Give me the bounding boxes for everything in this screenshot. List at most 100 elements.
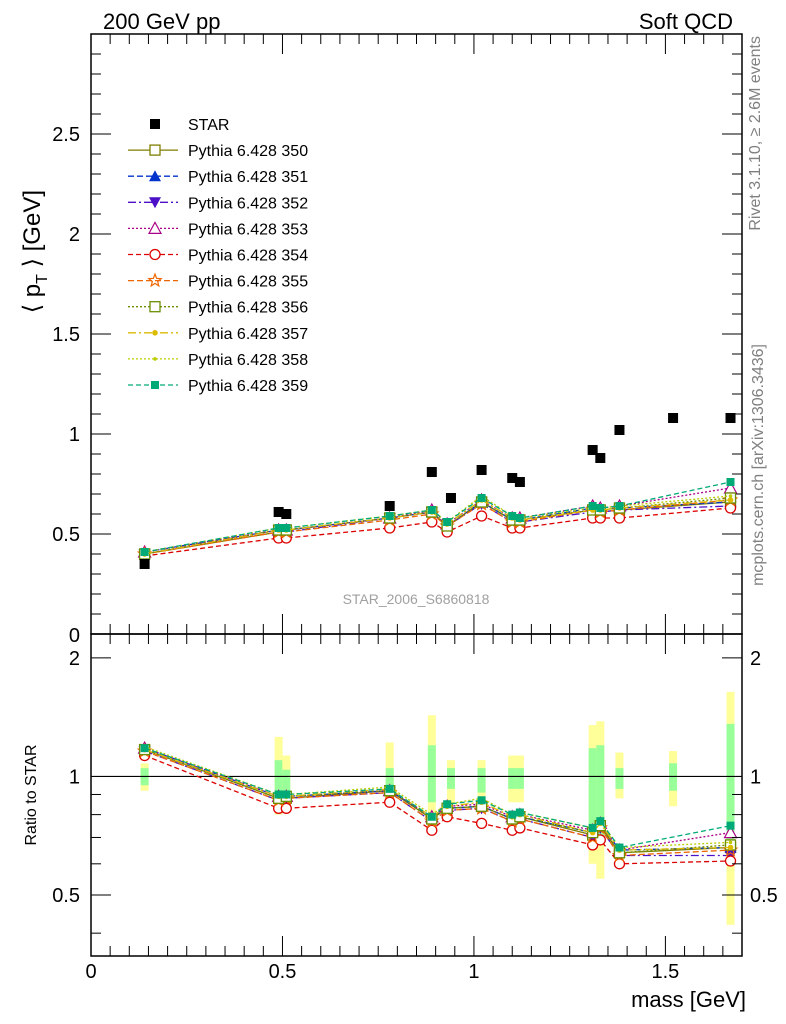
main-series-marker bbox=[728, 494, 733, 498]
main-y-tick-label: 2 bbox=[69, 224, 80, 246]
ratio-band-inner bbox=[274, 760, 283, 805]
ratio-series-marker bbox=[384, 796, 396, 808]
ratio-series-marker bbox=[727, 844, 734, 851]
x-tick-label: 1 bbox=[468, 961, 479, 983]
ratio-series-marker bbox=[615, 843, 624, 852]
ratio-band-inner bbox=[427, 745, 436, 803]
ratio-band-inner bbox=[615, 768, 624, 789]
ratio-uncertainty-bands bbox=[140, 691, 735, 925]
legend-marker bbox=[147, 272, 163, 288]
legend-label: Pythia 6.428 355 bbox=[188, 274, 308, 291]
main-series-marker bbox=[515, 514, 524, 522]
main-y-tick-label: 1.5 bbox=[52, 324, 80, 346]
legend-label: Pythia 6.428 357 bbox=[188, 326, 308, 343]
ratio-series-marker bbox=[426, 824, 438, 836]
main-series-marker bbox=[477, 494, 486, 502]
star-data-point bbox=[725, 413, 736, 423]
star-data-point bbox=[595, 453, 606, 463]
star-data-point bbox=[514, 477, 525, 487]
main-y-tick-labels: 0.5 1 1.5 2 2.5 bbox=[52, 124, 80, 546]
x-tick-label: 0.5 bbox=[269, 961, 297, 983]
legend-label: Pythia 6.428 350 bbox=[188, 143, 308, 160]
ratio-band-inner bbox=[596, 745, 605, 838]
ratio-band-inner bbox=[515, 768, 524, 789]
ratio-series-marker bbox=[475, 817, 488, 830]
ratio-series-line bbox=[144, 750, 731, 857]
ratio-panel: 0.5 0.5 1 1 2 2 0 0.5 1 1.5 Ratio to STAR mass [… bbox=[23, 633, 778, 1012]
ratio-series-line bbox=[144, 746, 731, 849]
main-series-marker bbox=[508, 512, 517, 520]
ratio-band-inner bbox=[282, 769, 291, 799]
ratio-y-tick-label-left: 2 bbox=[69, 648, 80, 670]
ratio-series-marker bbox=[282, 790, 291, 799]
main-y-zero-label: 0 bbox=[69, 625, 80, 647]
main-series-line bbox=[144, 487, 731, 553]
ratio-band-inner bbox=[385, 768, 394, 793]
ratio-y-tick-label-left: 1 bbox=[69, 766, 80, 788]
main-star-points bbox=[139, 413, 736, 569]
legend-star-marker bbox=[150, 119, 160, 129]
main-series-marker bbox=[727, 497, 734, 503]
ratio-y-tick-label-right: 0.5 bbox=[750, 885, 778, 907]
ratio-series-line bbox=[144, 747, 731, 851]
ratio-series-marker bbox=[477, 796, 486, 805]
ratio-y-axis-label: Ratio to STAR bbox=[23, 744, 40, 845]
ratio-series-marker bbox=[274, 790, 283, 799]
main-series-marker bbox=[427, 506, 436, 514]
ratio-series-line bbox=[144, 748, 731, 854]
legend-marker bbox=[149, 248, 161, 261]
main-mc-series bbox=[136, 478, 739, 562]
legend-label: Pythia 6.428 351 bbox=[188, 169, 308, 186]
main-y-tick-label: 2.5 bbox=[52, 124, 80, 146]
main-series-marker bbox=[726, 478, 735, 486]
legend-label: Pythia 6.428 358 bbox=[188, 352, 308, 369]
star-data-point bbox=[384, 501, 395, 511]
header-left-label: 200 GeV pp bbox=[103, 9, 220, 34]
ratio-y-tick-labels: 0.5 0.5 1 1 2 2 bbox=[52, 648, 778, 907]
legend-marker bbox=[152, 330, 158, 336]
main-y-tick-label: 1 bbox=[69, 424, 80, 446]
ratio-y-tick-label-right: 2 bbox=[750, 648, 761, 670]
ratio-band-inner bbox=[446, 768, 455, 789]
x-tick-label: 0 bbox=[85, 961, 96, 983]
x-axis-label: mass [GeV] bbox=[631, 987, 746, 1012]
ratio-series-marker bbox=[427, 812, 436, 821]
star-data-point bbox=[668, 413, 679, 423]
legend-marker bbox=[149, 144, 161, 156]
ratio-series-line bbox=[144, 754, 731, 865]
legend-marker bbox=[149, 197, 161, 209]
star-data-point bbox=[614, 425, 625, 435]
main-panel: 0 0.5 1 1.5 2 2.5 ⟨ pT ⟩ [GeV] STAR_2006_S68… bbox=[19, 33, 743, 647]
main-y-axis-label: ⟨ pT ⟩ [GeV] bbox=[19, 190, 51, 313]
legend-marker bbox=[149, 170, 161, 182]
x-tick-labels: 0 0.5 1 1.5 bbox=[85, 961, 679, 983]
ratio-series-line bbox=[144, 747, 731, 849]
star-data-point bbox=[507, 473, 518, 483]
legend-marker bbox=[153, 357, 157, 361]
main-series-marker bbox=[588, 502, 597, 510]
star-data-point bbox=[587, 445, 598, 455]
star-data-point bbox=[445, 493, 456, 503]
main-y-tick-label: 0.5 bbox=[52, 524, 80, 546]
ratio-band-inner bbox=[588, 748, 597, 833]
star-data-point bbox=[273, 507, 284, 517]
ratio-series-marker bbox=[726, 821, 735, 830]
main-series-marker bbox=[475, 510, 488, 522]
legend-label: Pythia 6.428 353 bbox=[188, 221, 308, 238]
ratio-frame bbox=[90, 633, 743, 957]
watermark: STAR_2006_S6860818 bbox=[343, 591, 490, 607]
ratio-series-marker bbox=[596, 817, 605, 826]
legend-label: Pythia 6.428 356 bbox=[188, 300, 308, 317]
ratio-series-marker bbox=[724, 855, 737, 867]
legend-label: Pythia 6.428 352 bbox=[188, 195, 308, 212]
main-series-marker bbox=[615, 502, 624, 510]
main-series-marker bbox=[140, 548, 149, 556]
main-series-marker bbox=[274, 524, 283, 532]
mcplots-label: mcplots.cern.ch [arXiv:1306.3436] bbox=[750, 344, 767, 586]
star-data-point bbox=[476, 465, 487, 475]
ratio-axis-ticks bbox=[91, 634, 743, 956]
ratio-y-tick-label-left: 0.5 bbox=[52, 885, 80, 907]
ratio-band-inner bbox=[508, 768, 517, 789]
ratio-series-line bbox=[144, 750, 731, 857]
